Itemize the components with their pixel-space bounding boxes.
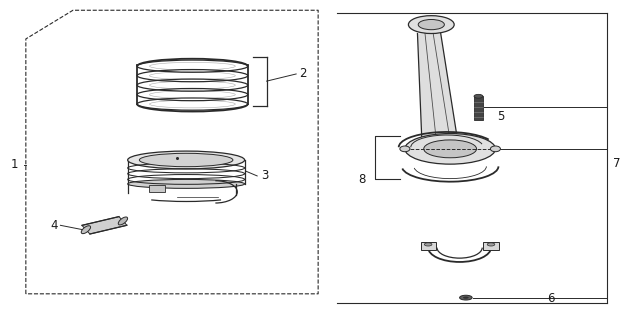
Bar: [474, 96, 483, 120]
Ellipse shape: [474, 94, 483, 98]
Text: 2: 2: [299, 68, 306, 80]
Ellipse shape: [425, 243, 432, 246]
Bar: [421, 242, 436, 250]
Ellipse shape: [400, 146, 410, 152]
Ellipse shape: [139, 153, 233, 167]
Ellipse shape: [405, 133, 495, 164]
Ellipse shape: [128, 151, 244, 169]
Text: 5: 5: [496, 110, 504, 124]
Ellipse shape: [408, 16, 454, 34]
Ellipse shape: [490, 146, 500, 152]
Ellipse shape: [459, 295, 472, 300]
Bar: [149, 185, 165, 192]
Ellipse shape: [81, 226, 91, 234]
Ellipse shape: [424, 140, 476, 158]
Text: 1: 1: [11, 158, 18, 171]
Ellipse shape: [128, 180, 244, 188]
Bar: [483, 242, 498, 250]
Polygon shape: [82, 217, 127, 234]
Text: 3: 3: [261, 169, 268, 182]
Ellipse shape: [418, 20, 444, 30]
Text: 6: 6: [547, 292, 554, 305]
Polygon shape: [418, 34, 457, 141]
Text: 8: 8: [358, 172, 366, 186]
Text: 4: 4: [50, 219, 58, 232]
Ellipse shape: [118, 217, 128, 225]
Text: 7: 7: [613, 157, 621, 170]
Ellipse shape: [463, 297, 469, 299]
Ellipse shape: [487, 243, 495, 246]
